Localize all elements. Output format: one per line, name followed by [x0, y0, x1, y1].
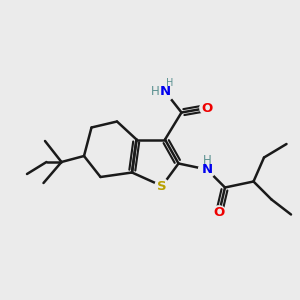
- Text: O: O: [213, 206, 225, 220]
- Text: S: S: [157, 179, 167, 193]
- Circle shape: [156, 82, 174, 101]
- Text: H: H: [166, 77, 173, 88]
- Text: H: H: [151, 85, 160, 98]
- Text: N: N: [201, 163, 213, 176]
- Circle shape: [212, 206, 226, 220]
- Text: H: H: [202, 154, 211, 167]
- Text: O: O: [201, 101, 213, 115]
- Circle shape: [200, 101, 214, 115]
- Circle shape: [155, 179, 169, 193]
- Text: N: N: [159, 85, 171, 98]
- Circle shape: [199, 161, 215, 178]
